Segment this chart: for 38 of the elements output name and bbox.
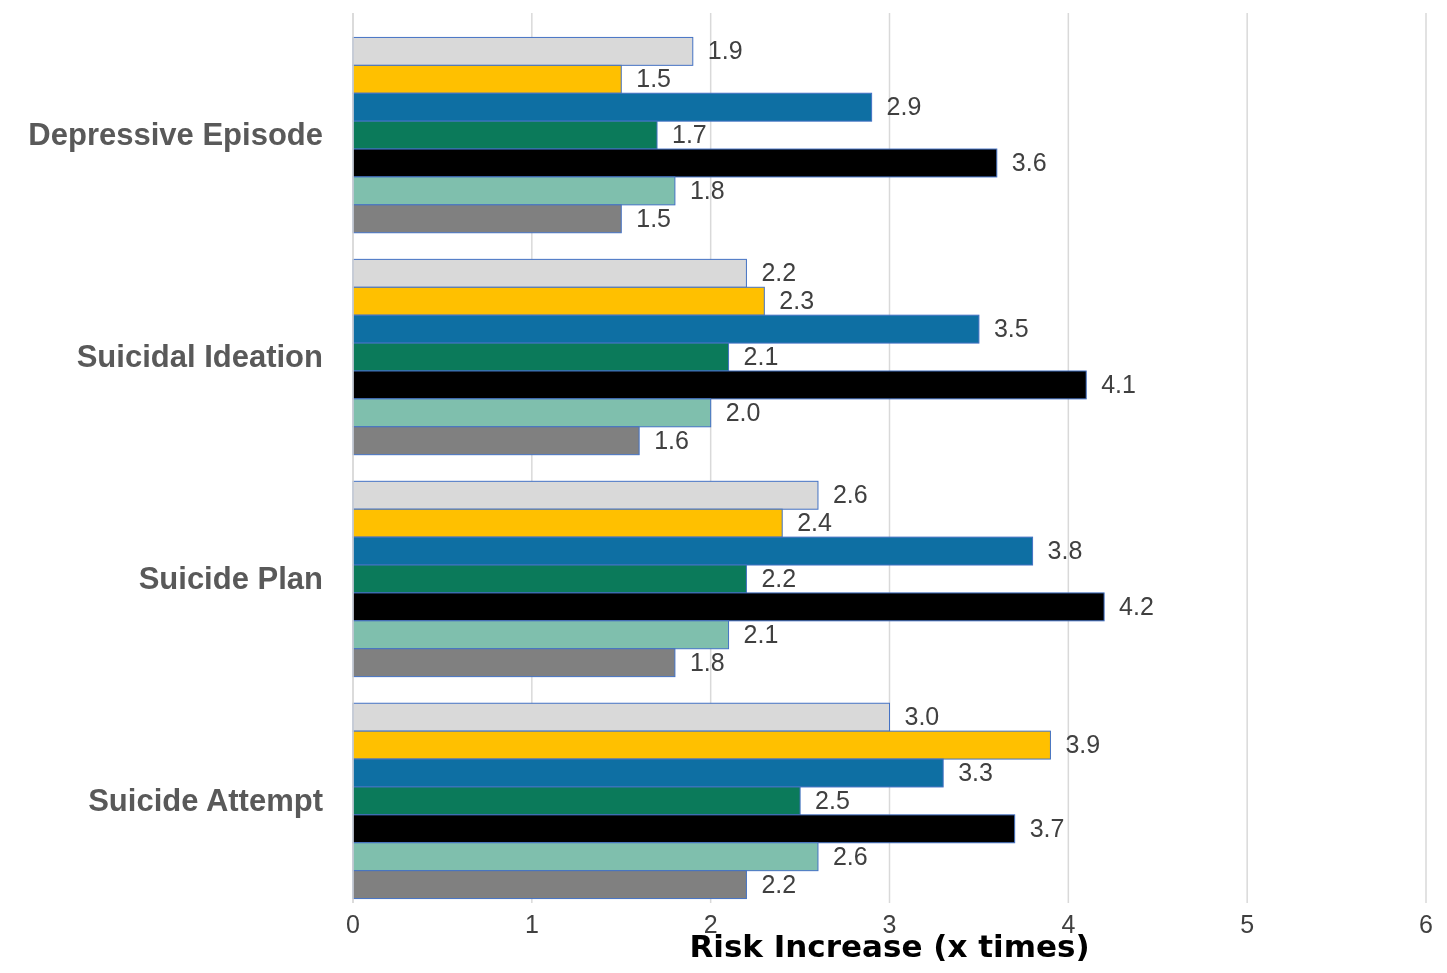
x-tick-label: 0 [346, 910, 360, 938]
x-tick-label: 5 [1240, 910, 1255, 938]
y-tick-label: Suicide Plan [138, 560, 323, 596]
data-label: 1.5 [636, 203, 672, 232]
data-label: 1.7 [672, 120, 707, 149]
data-label: 3.0 [904, 702, 940, 731]
data-label: 4.2 [1119, 591, 1154, 620]
data-label: 2.6 [832, 480, 868, 509]
x-tick-label: 3 [882, 910, 897, 938]
data-label: 1.6 [654, 425, 689, 454]
data-label: 2.3 [779, 286, 815, 315]
data-label: 3.6 [1011, 147, 1047, 176]
data-label: 1.5 [636, 64, 672, 93]
data-label: 3.9 [1065, 730, 1101, 759]
data-label: 2.2 [761, 563, 797, 592]
y-tick-label: Suicide Attempt [88, 782, 323, 818]
y-tick-label: Suicidal Ideation [76, 339, 323, 375]
x-tick-label: 1 [524, 910, 539, 938]
data-label: 3.8 [1047, 536, 1083, 565]
data-label: 2.5 [815, 785, 850, 814]
data-label: 3.5 [993, 314, 1029, 343]
data-label: 1.9 [707, 36, 743, 65]
data-label: 2.9 [886, 92, 922, 121]
data-label: 2.4 [797, 508, 833, 537]
data-label: 4.1 [1101, 369, 1136, 398]
y-tick-label: Depressive Episode [28, 117, 323, 153]
x-tick-label: 4 [1061, 910, 1076, 938]
data-label: 1.8 [689, 647, 725, 676]
data-label: 1.8 [689, 175, 725, 204]
data-label: 3.3 [958, 758, 993, 787]
data-label: 2.0 [725, 397, 761, 426]
data-label: 2.1 [743, 619, 779, 648]
data-label: 2.2 [761, 258, 797, 287]
data-label: 3.7 [1029, 813, 1065, 842]
x-tick-label: 6 [1419, 910, 1433, 938]
data-label: 2.2 [761, 869, 797, 898]
data-label: 2.1 [743, 342, 779, 371]
data-label: 2.6 [832, 841, 868, 870]
